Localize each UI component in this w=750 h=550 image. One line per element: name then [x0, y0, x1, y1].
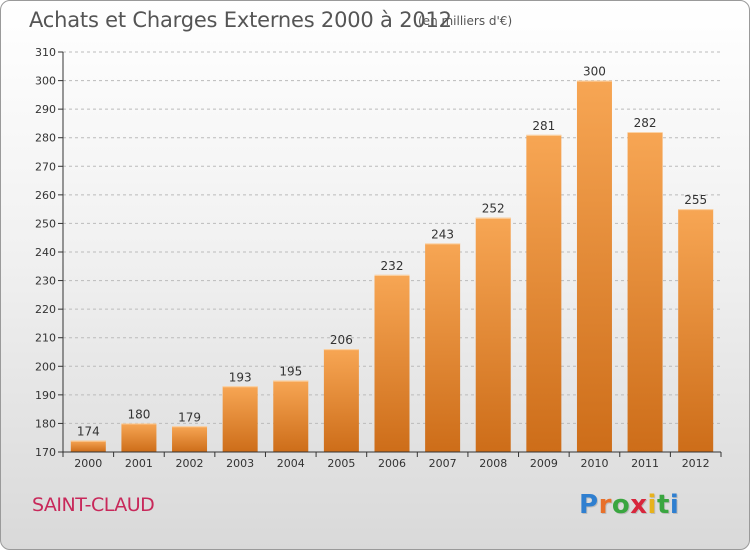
bar: [678, 209, 714, 452]
chart-title: Achats et Charges Externes 2000 à 2012: [29, 8, 452, 32]
logo-letter: o: [611, 490, 631, 520]
bar: [374, 274, 410, 452]
logo-letter: i: [669, 490, 680, 520]
bar-value-label: 180: [127, 407, 150, 421]
logo-letter: P: [579, 490, 599, 520]
bar-value-label: 281: [532, 119, 555, 133]
bar-value-label: 282: [634, 116, 657, 130]
bar-value-label: 232: [381, 259, 404, 273]
logo-letter: i: [647, 490, 657, 520]
bar: [121, 423, 157, 452]
bar-value-label: 243: [431, 227, 454, 241]
y-tick-label: 270: [35, 160, 56, 173]
x-tick-label: 2012: [682, 457, 710, 470]
y-tick-label: 200: [35, 360, 56, 373]
x-tick-label: 2001: [125, 457, 153, 470]
logo-letter: x: [630, 490, 648, 520]
bar-value-label: 300: [583, 65, 606, 79]
y-tick-label: 230: [35, 275, 56, 288]
y-tick-label: 170: [35, 446, 56, 459]
y-tick-label: 220: [35, 303, 56, 316]
bar: [70, 440, 106, 452]
y-tick-label: 300: [35, 75, 56, 88]
commune-name: SAINT-CLAUD: [32, 494, 155, 516]
bar-value-label: 252: [482, 202, 505, 216]
bar: [425, 243, 461, 452]
y-tick-label: 210: [35, 332, 56, 345]
y-tick-label: 310: [35, 46, 56, 59]
y-tick-label: 260: [35, 189, 56, 202]
axes: 170 180 190 200 210 220 230 240 250 260 270 280 290 3…: [35, 46, 722, 470]
bar: [172, 426, 208, 452]
logo-letter: r: [598, 490, 612, 520]
y-tick-label: 250: [35, 217, 56, 230]
x-tick-label: 2008: [479, 457, 507, 470]
bar: [323, 349, 359, 452]
proxiti-logo: Proxiti: [579, 490, 679, 520]
chart-unit-note: (en milliers d'€): [418, 14, 513, 28]
bar: [222, 386, 258, 452]
x-tick-label: 2011: [631, 457, 659, 470]
x-tick-label: 2005: [327, 457, 355, 470]
x-tick-label: 2007: [429, 457, 457, 470]
bar: [627, 132, 663, 452]
x-tick-label: 2010: [580, 457, 608, 470]
y-tick-label: 180: [35, 417, 56, 430]
bar: [576, 80, 612, 453]
bar-value-label: 174: [77, 425, 100, 439]
x-tick-label: 2000: [74, 457, 102, 470]
x-tick-label: 2003: [226, 457, 254, 470]
x-tick-label: 2009: [530, 457, 558, 470]
y-tick-label: 240: [35, 246, 56, 259]
y-tick-label: 280: [35, 132, 56, 145]
bar: [526, 134, 562, 452]
bars: 174 180 179 193 195 206 232 243 252 281 300 282 255: [70, 65, 714, 453]
bar-value-label: 206: [330, 333, 353, 347]
x-tick-label: 2006: [378, 457, 406, 470]
logo-letter: t: [656, 490, 670, 520]
y-tick-label: 190: [35, 389, 56, 402]
bar-value-label: 193: [229, 370, 252, 384]
x-tick-label: 2002: [176, 457, 204, 470]
bar-value-label: 255: [684, 193, 707, 207]
bar-value-label: 195: [279, 365, 302, 379]
y-tick-label: 290: [35, 103, 56, 116]
bar: [475, 217, 511, 452]
bar-value-label: 179: [178, 410, 201, 424]
x-tick-label: 2004: [277, 457, 305, 470]
bar: [273, 380, 309, 452]
